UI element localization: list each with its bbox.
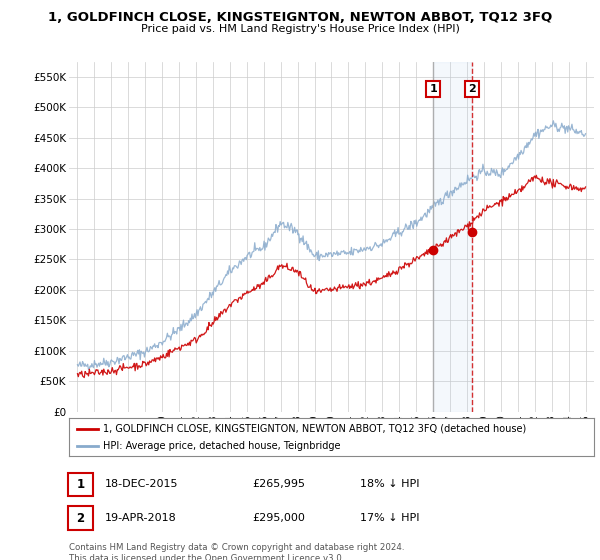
Text: £265,995: £265,995 <box>252 479 305 489</box>
Text: 2: 2 <box>76 511 85 525</box>
Text: 18-DEC-2015: 18-DEC-2015 <box>105 479 179 489</box>
Text: 1: 1 <box>76 478 85 491</box>
Text: 1, GOLDFINCH CLOSE, KINGSTEIGNTON, NEWTON ABBOT, TQ12 3FQ: 1, GOLDFINCH CLOSE, KINGSTEIGNTON, NEWTO… <box>48 11 552 24</box>
Text: £295,000: £295,000 <box>252 513 305 523</box>
Text: 1: 1 <box>429 84 437 94</box>
Bar <box>433 62 472 412</box>
Text: Contains HM Land Registry data © Crown copyright and database right 2024.
This d: Contains HM Land Registry data © Crown c… <box>69 543 404 560</box>
Text: 1, GOLDFINCH CLOSE, KINGSTEIGNTON, NEWTON ABBOT, TQ12 3FQ (detached house): 1, GOLDFINCH CLOSE, KINGSTEIGNTON, NEWTO… <box>103 423 526 433</box>
Text: 17% ↓ HPI: 17% ↓ HPI <box>360 513 419 523</box>
Text: Price paid vs. HM Land Registry's House Price Index (HPI): Price paid vs. HM Land Registry's House … <box>140 24 460 34</box>
Text: 18% ↓ HPI: 18% ↓ HPI <box>360 479 419 489</box>
Text: 19-APR-2018: 19-APR-2018 <box>105 513 177 523</box>
Text: 2: 2 <box>468 84 476 94</box>
Text: HPI: Average price, detached house, Teignbridge: HPI: Average price, detached house, Teig… <box>103 441 341 451</box>
